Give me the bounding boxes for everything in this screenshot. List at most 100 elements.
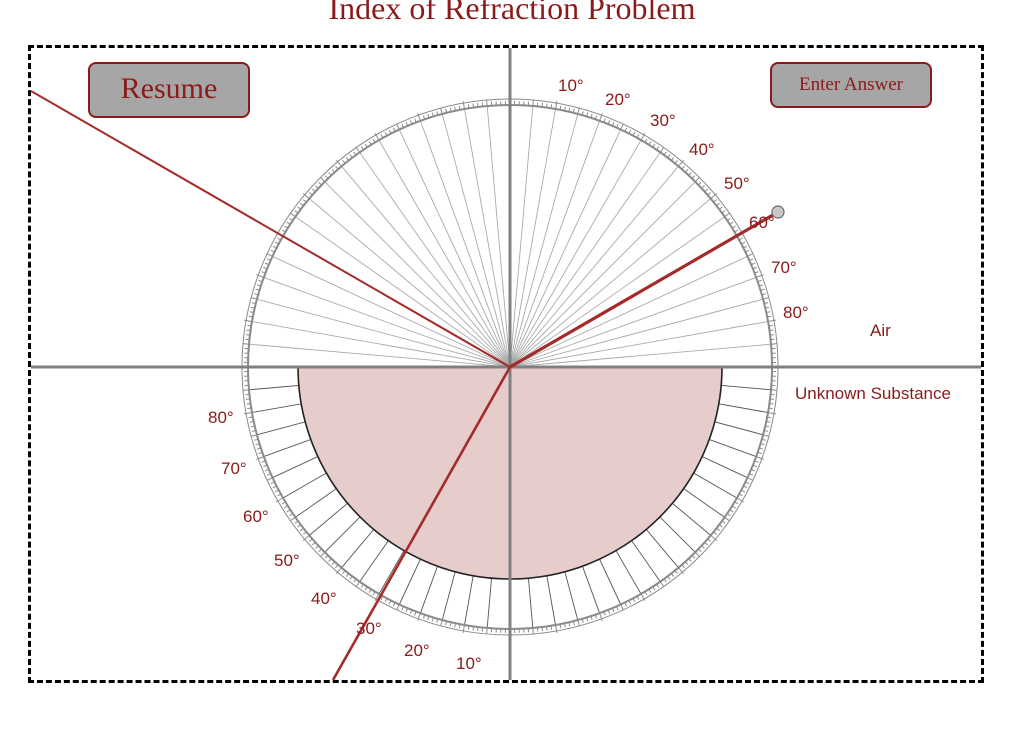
protractor-radial-line (509, 113, 579, 368)
protractor-tick (640, 132, 646, 141)
protractor-radial-line (509, 198, 711, 368)
protractor-tick (336, 567, 342, 575)
protractor-radial-line (509, 343, 772, 368)
protractor-tick (640, 593, 646, 602)
protractor-radial-line (398, 129, 511, 368)
protractor-tick (710, 193, 718, 199)
protractor-tick (250, 297, 258, 300)
protractor-tick (555, 624, 558, 633)
protractor-radial-line (509, 298, 764, 368)
incident-ray (31, 90, 511, 368)
protractor-radial-line (486, 105, 511, 368)
adjustable-ray (509, 210, 779, 369)
lower-angle-label: 30° (356, 619, 382, 638)
protractor-tick (266, 477, 273, 481)
protractor-radial-line (464, 108, 511, 368)
protractor-tick (462, 624, 465, 633)
protractor-tick (302, 535, 310, 541)
protractor-radial-line (272, 255, 511, 368)
protractor-radial-line (509, 108, 556, 368)
protractor-tick (756, 456, 764, 460)
protractor-tick (336, 159, 342, 167)
protractor-tick (599, 613, 603, 621)
unknown-substance-label: Unknown Substance (795, 384, 951, 403)
protractor-radial-line (359, 152, 511, 368)
protractor-tick (710, 535, 718, 541)
protractor-radial-line (509, 152, 661, 368)
protractor-tick (767, 412, 776, 415)
protractor-radial-line (309, 198, 511, 368)
protractor-radial-line (509, 166, 679, 368)
protractor-radial-line (509, 139, 642, 368)
protractor-tick (577, 107, 580, 115)
protractor-radial-line (509, 181, 696, 368)
upper-angle-label: 50° (724, 174, 750, 193)
upper-angle-label: 10° (558, 76, 584, 95)
protractor-tick (694, 177, 700, 183)
protractor-radial-line (251, 321, 511, 368)
simulation-canvas[interactable]: 10° 20° 30° 40° 50° 60° 70° 80° 80° 70° … (28, 45, 984, 683)
protractor-radial-line (509, 120, 601, 368)
lower-angle-label: 80° (208, 408, 234, 427)
protractor-tick (440, 619, 443, 627)
resume-button[interactable]: Resume (88, 62, 250, 118)
protractor-tick (250, 434, 258, 437)
air-label: Air (870, 321, 891, 340)
protractor-tick (756, 274, 764, 278)
protractor-tick (678, 567, 684, 575)
refraction-diagram: 10° 20° 30° 40° 50° 60° 70° 80° 80° 70° … (31, 48, 981, 680)
protractor-radial-line (509, 255, 748, 368)
protractor-tick (440, 107, 443, 115)
protractor-tick (762, 297, 770, 300)
protractor-radial-line (509, 129, 622, 368)
upper-angle-label: 30° (650, 111, 676, 130)
protractor-radial-line (509, 105, 534, 368)
upper-angle-label: 20° (605, 90, 631, 109)
protractor-tick (620, 604, 624, 611)
lower-angle-label: 40° (311, 589, 337, 608)
protractor-tick (747, 477, 754, 481)
protractor-tick (620, 123, 624, 130)
protractor-tick (302, 193, 310, 199)
lower-angle-label: 60° (243, 507, 269, 526)
protractor-radial-line (509, 321, 769, 368)
protractor-radial-line (256, 298, 511, 368)
protractor-tick (577, 619, 580, 627)
protractor-tick (694, 551, 700, 557)
upper-angle-label: 70° (771, 258, 797, 277)
protractor-tick (396, 604, 400, 611)
protractor-radial-line (419, 120, 511, 368)
ray-drag-handle[interactable] (771, 205, 785, 219)
enter-answer-button[interactable]: Enter Answer (770, 62, 932, 108)
protractor-radial-line (378, 139, 511, 368)
protractor-radial-line (441, 113, 511, 368)
lower-angle-label: 50° (274, 551, 300, 570)
lower-angle-label: 10° (456, 654, 482, 673)
protractor-tick (266, 253, 273, 257)
page-title: Index of Refraction Problem (328, 0, 696, 26)
upper-angle-label: 40° (689, 140, 715, 159)
protractor-radial-line (295, 216, 511, 368)
protractor-tick (256, 456, 264, 460)
protractor-tick (762, 434, 770, 437)
protractor-tick (767, 319, 776, 322)
protractor-radial-line (341, 166, 511, 368)
protractor-tick (244, 412, 253, 415)
protractor-tick (275, 497, 284, 503)
protractor-tick (417, 613, 421, 621)
protractor-tick (555, 101, 558, 110)
protractor-radial-line (509, 216, 725, 368)
protractor-tick (736, 497, 745, 503)
protractor-radial-line (509, 276, 757, 368)
protractor-tick (417, 113, 421, 121)
protractor-tick (320, 177, 326, 183)
protractor-tick (396, 123, 400, 130)
protractor-tick (462, 101, 465, 110)
protractor-radial-line (248, 343, 511, 368)
lower-angle-label: 20° (404, 641, 430, 660)
protractor-tick (244, 319, 253, 322)
protractor-tick (599, 113, 603, 121)
upper-angle-label: 60° (749, 213, 775, 232)
refracted-ray (331, 366, 512, 680)
protractor-tick (374, 132, 380, 141)
